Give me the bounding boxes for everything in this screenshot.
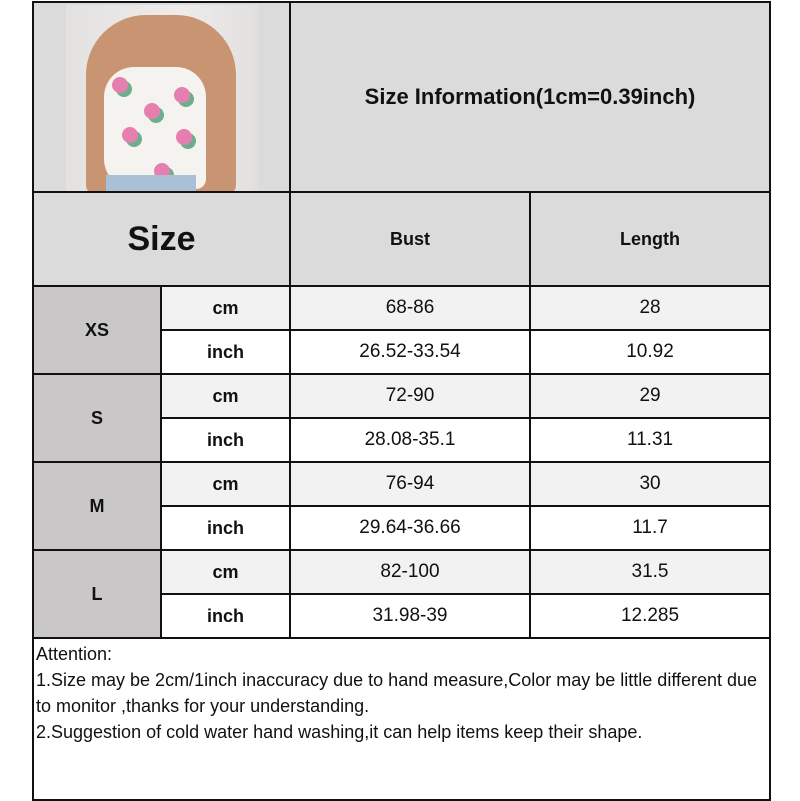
size-header: Size — [32, 191, 291, 287]
table-row: L cm 82-100 31.5 — [32, 549, 772, 639]
unit-cell: inch — [160, 593, 291, 639]
table-row: XS cm 68-86 28 — [32, 285, 772, 375]
size-cell: M — [32, 461, 162, 551]
bust-header: Bust — [289, 191, 531, 287]
size-info-title: Size Information(1cm=0.39inch) — [288, 1, 772, 193]
note-1: 1.Size may be 2cm/1inch inaccuracy due t… — [36, 670, 758, 716]
length-cell: 30 — [528, 461, 772, 507]
size-cell: S — [32, 373, 162, 463]
product-photo-cell — [32, 1, 291, 193]
unit-cell: inch — [160, 329, 291, 375]
unit-cell: cm — [160, 461, 291, 507]
size-chart-table: Size Information(1cm=0.39inch) Size Bust… — [31, 1, 772, 801]
length-cell: 31.5 — [528, 549, 772, 595]
attention-notes: Attention: 1.Size may be 2cm/1inch inacc… — [31, 637, 772, 801]
table-row: S cm 72-90 29 — [32, 373, 772, 463]
unit-cell: cm — [160, 373, 291, 419]
note-2: 2.Suggestion of cold water hand washing,… — [36, 722, 643, 742]
length-cell: 11.31 — [528, 417, 772, 463]
length-header: Length — [528, 191, 772, 287]
length-cell: 10.92 — [528, 329, 772, 375]
bust-cell: 82-100 — [289, 549, 531, 595]
length-cell: 28 — [528, 285, 772, 331]
unit-cell: cm — [160, 549, 291, 595]
table-row: M cm 76-94 30 — [32, 461, 772, 551]
bust-cell: 26.52-33.54 — [289, 329, 531, 375]
bust-cell: 72-90 — [289, 373, 531, 419]
length-cell: 11.7 — [528, 505, 772, 551]
bust-cell: 28.08-35.1 — [289, 417, 531, 463]
unit-cell: cm — [160, 285, 291, 331]
bust-cell: 68-86 — [289, 285, 531, 331]
size-cell: L — [32, 549, 162, 639]
size-cell: XS — [32, 285, 162, 375]
bust-cell: 31.98-39 — [289, 593, 531, 639]
product-photo — [66, 5, 258, 191]
table-row: inch 26.52-33.54 10.92 — [33, 329, 772, 375]
bust-cell: 76-94 — [289, 461, 531, 507]
bust-cell: 29.64-36.66 — [289, 505, 531, 551]
length-cell: 12.285 — [528, 593, 772, 639]
notes-heading: Attention: — [36, 644, 113, 664]
unit-cell: inch — [160, 505, 291, 551]
unit-cell: inch — [160, 417, 291, 463]
length-cell: 29 — [528, 373, 772, 419]
